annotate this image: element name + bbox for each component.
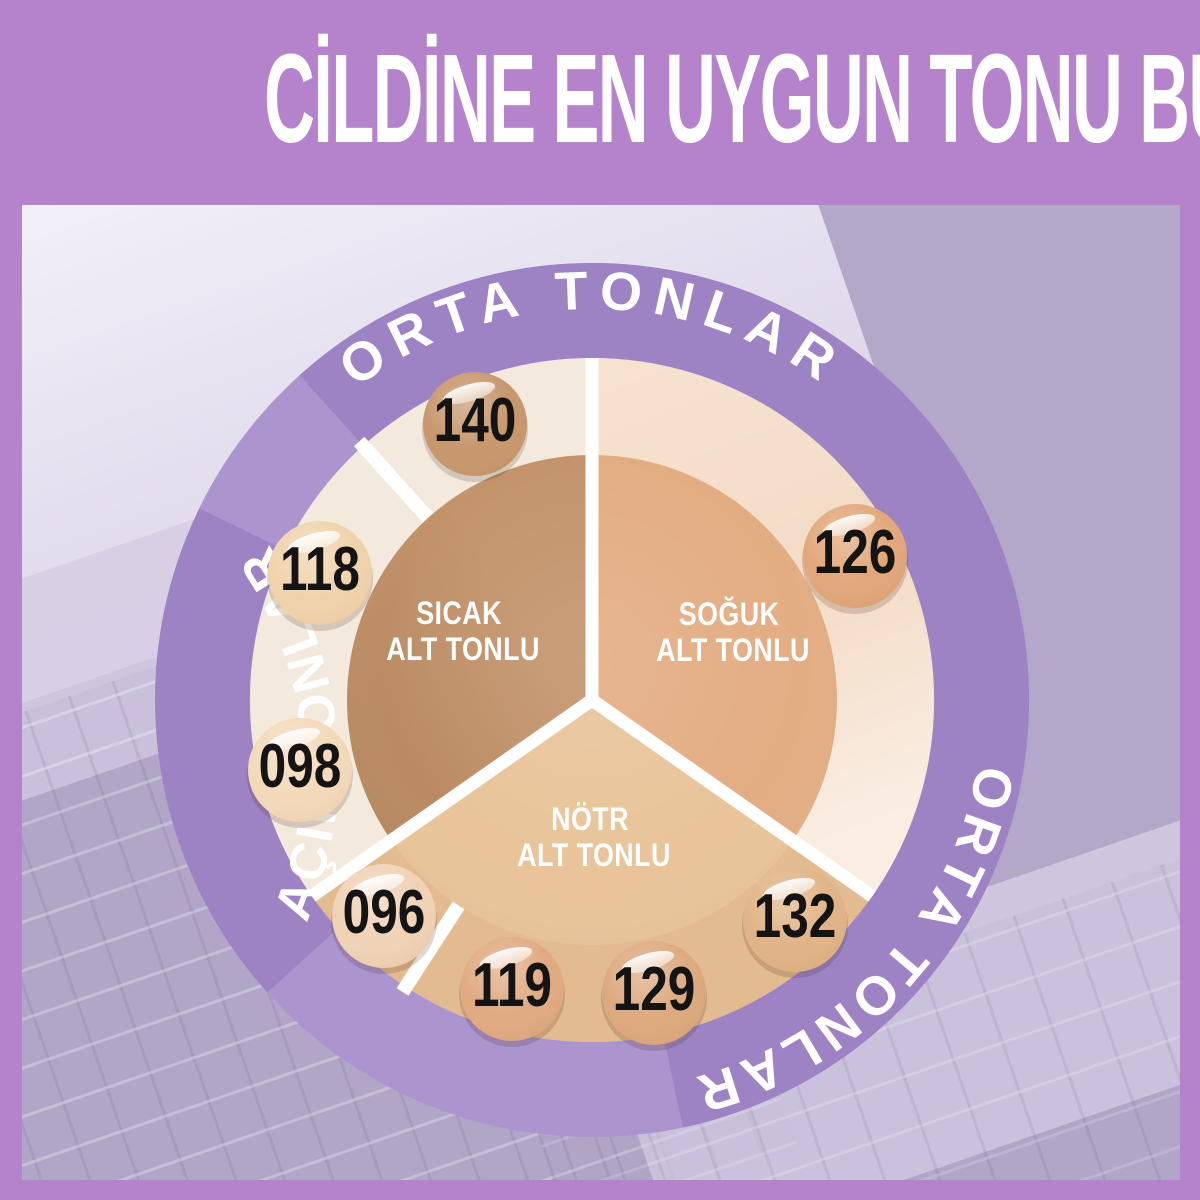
shade-number: 118	[280, 534, 360, 604]
shade-swatch-118: 118	[267, 521, 373, 631]
svg-text:SOĞUK ALT TONLU: SOĞUK ALT TONLU	[656, 596, 810, 669]
band-divider-acik-orta-bottom	[396, 893, 470, 996]
shade-swatch-140: 140	[422, 372, 528, 482]
photo-background: SICAK ALT TONLU SOĞUK ALT TONLU NÖTR ALT…	[22, 205, 1180, 1180]
sector-label-soguk: SOĞUK ALT TONLU	[656, 596, 810, 669]
shade-number: 098	[259, 731, 342, 801]
swatch-highlight	[479, 946, 533, 970]
shade-wheel: SICAK ALT TONLU SOĞUK ALT TONLU NÖTR ALT…	[155, 260, 1030, 1137]
shade-swatch-119: 119	[459, 937, 565, 1047]
shade-number: 132	[754, 881, 837, 951]
shade-number: 129	[613, 954, 696, 1024]
shade-number: 140	[434, 385, 517, 455]
shade-number: 096	[343, 877, 426, 947]
page-title: CİLDİNE EN UYGUN TONU BUL	[264, 28, 1200, 169]
shade-swatch-132: 132	[742, 868, 848, 978]
shade-swatch-098: 098	[247, 718, 353, 828]
shade-swatch-096: 096	[331, 864, 437, 974]
shade-swatch-129: 129	[601, 941, 707, 1051]
shade-number: 126	[814, 517, 897, 587]
shade-swatch-126: 126	[802, 504, 908, 614]
swatch-highlight	[351, 873, 405, 897]
shade-number: 119	[472, 950, 552, 1020]
